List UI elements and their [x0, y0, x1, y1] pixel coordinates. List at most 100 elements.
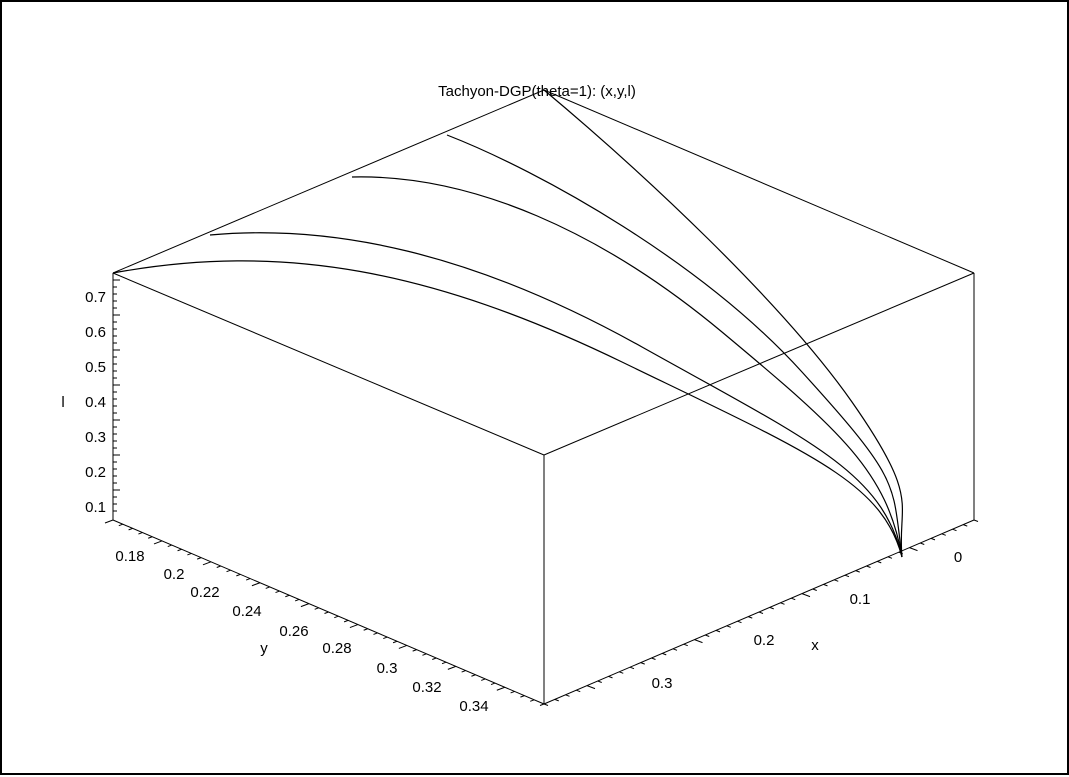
x-tick-mark	[629, 666, 635, 670]
z-tick-label: 0.7	[85, 289, 106, 306]
chart-title: Tachyon-DGP(theta=1): (x,y,l)	[438, 83, 636, 100]
x-tick-label: 0.3	[652, 675, 673, 692]
x-tick-mark	[565, 694, 570, 697]
x-tick-mark	[586, 685, 596, 690]
y-tick-mark	[334, 615, 339, 619]
x-tick-label: 0.2	[754, 632, 775, 649]
y-tick-label: 0.32	[412, 679, 441, 696]
axis-ticks	[104, 279, 979, 706]
x-tick-mark	[683, 643, 688, 647]
x-tick-mark	[769, 606, 774, 610]
x-tick-label: 0	[954, 549, 962, 566]
y-tick-mark	[412, 649, 417, 652]
x-tick-mark	[844, 574, 850, 578]
x-tick-mark	[834, 579, 839, 582]
y-tick-mark	[265, 586, 270, 589]
y-tick-mark	[177, 548, 182, 552]
x-tick-mark	[608, 675, 613, 679]
x-tick-mark	[812, 588, 817, 591]
y-tick-mark	[314, 607, 319, 610]
x-tick-labels: 0 0.1 0.2 0.3	[652, 549, 963, 692]
x-tick-mark	[619, 671, 624, 674]
x-tick-mark	[694, 639, 703, 644]
x-tick-mark	[887, 556, 893, 559]
y-tick-mark	[432, 657, 437, 660]
z-tick-label: 0.5	[85, 359, 106, 376]
x-tick-mark	[920, 542, 925, 545]
y-tick-label: 0.26	[279, 623, 308, 640]
x-tick-mark	[877, 560, 882, 564]
y-tick-mark	[496, 686, 505, 691]
x-tick-mark	[554, 698, 559, 702]
series-curve-2	[209, 232, 903, 558]
y-tick-mark	[392, 640, 398, 644]
x-tick-mark	[726, 625, 731, 628]
y-tick-mark	[285, 594, 290, 598]
x-tick-mark	[672, 648, 678, 651]
x-tick-mark	[963, 524, 968, 527]
y-tick-mark	[520, 695, 525, 698]
z-tick-label: 0.2	[85, 464, 106, 481]
y-tick-mark	[294, 598, 300, 602]
x-tick-mark	[737, 620, 742, 624]
y-tick-label: 0.24	[232, 603, 261, 620]
y-tick-label: 0.28	[322, 640, 351, 657]
x-tick-mark	[909, 547, 918, 552]
x-tick-mark	[930, 537, 936, 541]
y-tick-mark	[300, 603, 310, 608]
z-axis-label: l	[61, 394, 64, 411]
y-tick-mark	[128, 527, 133, 531]
x-tick-mark	[597, 680, 602, 683]
y-tick-labels: 0.18 0.2 0.22 0.24 0.26 0.28 0.3 0.32 0.…	[115, 548, 488, 715]
y-tick-mark	[104, 519, 114, 524]
box-edge-top-right	[543, 89, 975, 274]
y-tick-mark	[539, 703, 545, 706]
y-tick-label: 0.18	[115, 548, 144, 565]
y-tick-mark	[324, 611, 329, 614]
x-tick-mark	[941, 533, 946, 536]
y-tick-label: 0.2	[164, 566, 185, 583]
y-tick-mark	[398, 644, 408, 649]
x-tick-mark	[952, 528, 957, 532]
y-tick-mark	[461, 670, 466, 673]
y-tick-mark	[196, 557, 202, 560]
x-tick-mark	[651, 657, 656, 660]
x-tick-mark	[855, 570, 860, 573]
series-curve-5	[543, 89, 903, 558]
y-tick-mark	[216, 565, 221, 568]
y-tick-mark	[441, 661, 447, 665]
z-tick-label: 0.6	[85, 324, 106, 341]
y-tick-label: 0.34	[459, 698, 488, 715]
y-tick-mark	[363, 628, 368, 631]
y-tick-mark	[202, 561, 212, 566]
y-tick-mark	[251, 582, 261, 587]
y-axis-label: y	[260, 640, 268, 657]
y-tick-mark	[349, 624, 359, 629]
x-tick-mark	[662, 652, 667, 656]
x-axis-label: x	[811, 637, 819, 654]
y-tick-mark	[148, 536, 153, 539]
x-tick-mark	[705, 634, 710, 637]
x-tick-mark	[801, 593, 811, 598]
z-tick-label: 0.4	[85, 394, 106, 411]
x-tick-mark	[715, 629, 721, 633]
series-curve-3	[351, 176, 903, 558]
y-tick-mark	[471, 674, 476, 677]
x-tick-mark	[758, 611, 764, 614]
x-tick-mark	[640, 662, 645, 665]
z-tick-label: 0.3	[85, 429, 106, 446]
y-tick-mark	[236, 573, 241, 577]
x-tick-mark	[576, 689, 581, 693]
curves	[112, 89, 903, 558]
box-edge-top-front-right	[543, 272, 975, 456]
y-tick-mark	[373, 632, 378, 635]
series-curve-1	[112, 260, 903, 558]
y-tick-mark	[490, 682, 496, 686]
z-tick-label: 0.1	[85, 499, 106, 516]
box-edge-top-left	[112, 89, 545, 274]
y-tick-mark	[481, 678, 486, 681]
y-tick-mark	[245, 578, 251, 581]
x-tick-mark	[543, 703, 549, 706]
